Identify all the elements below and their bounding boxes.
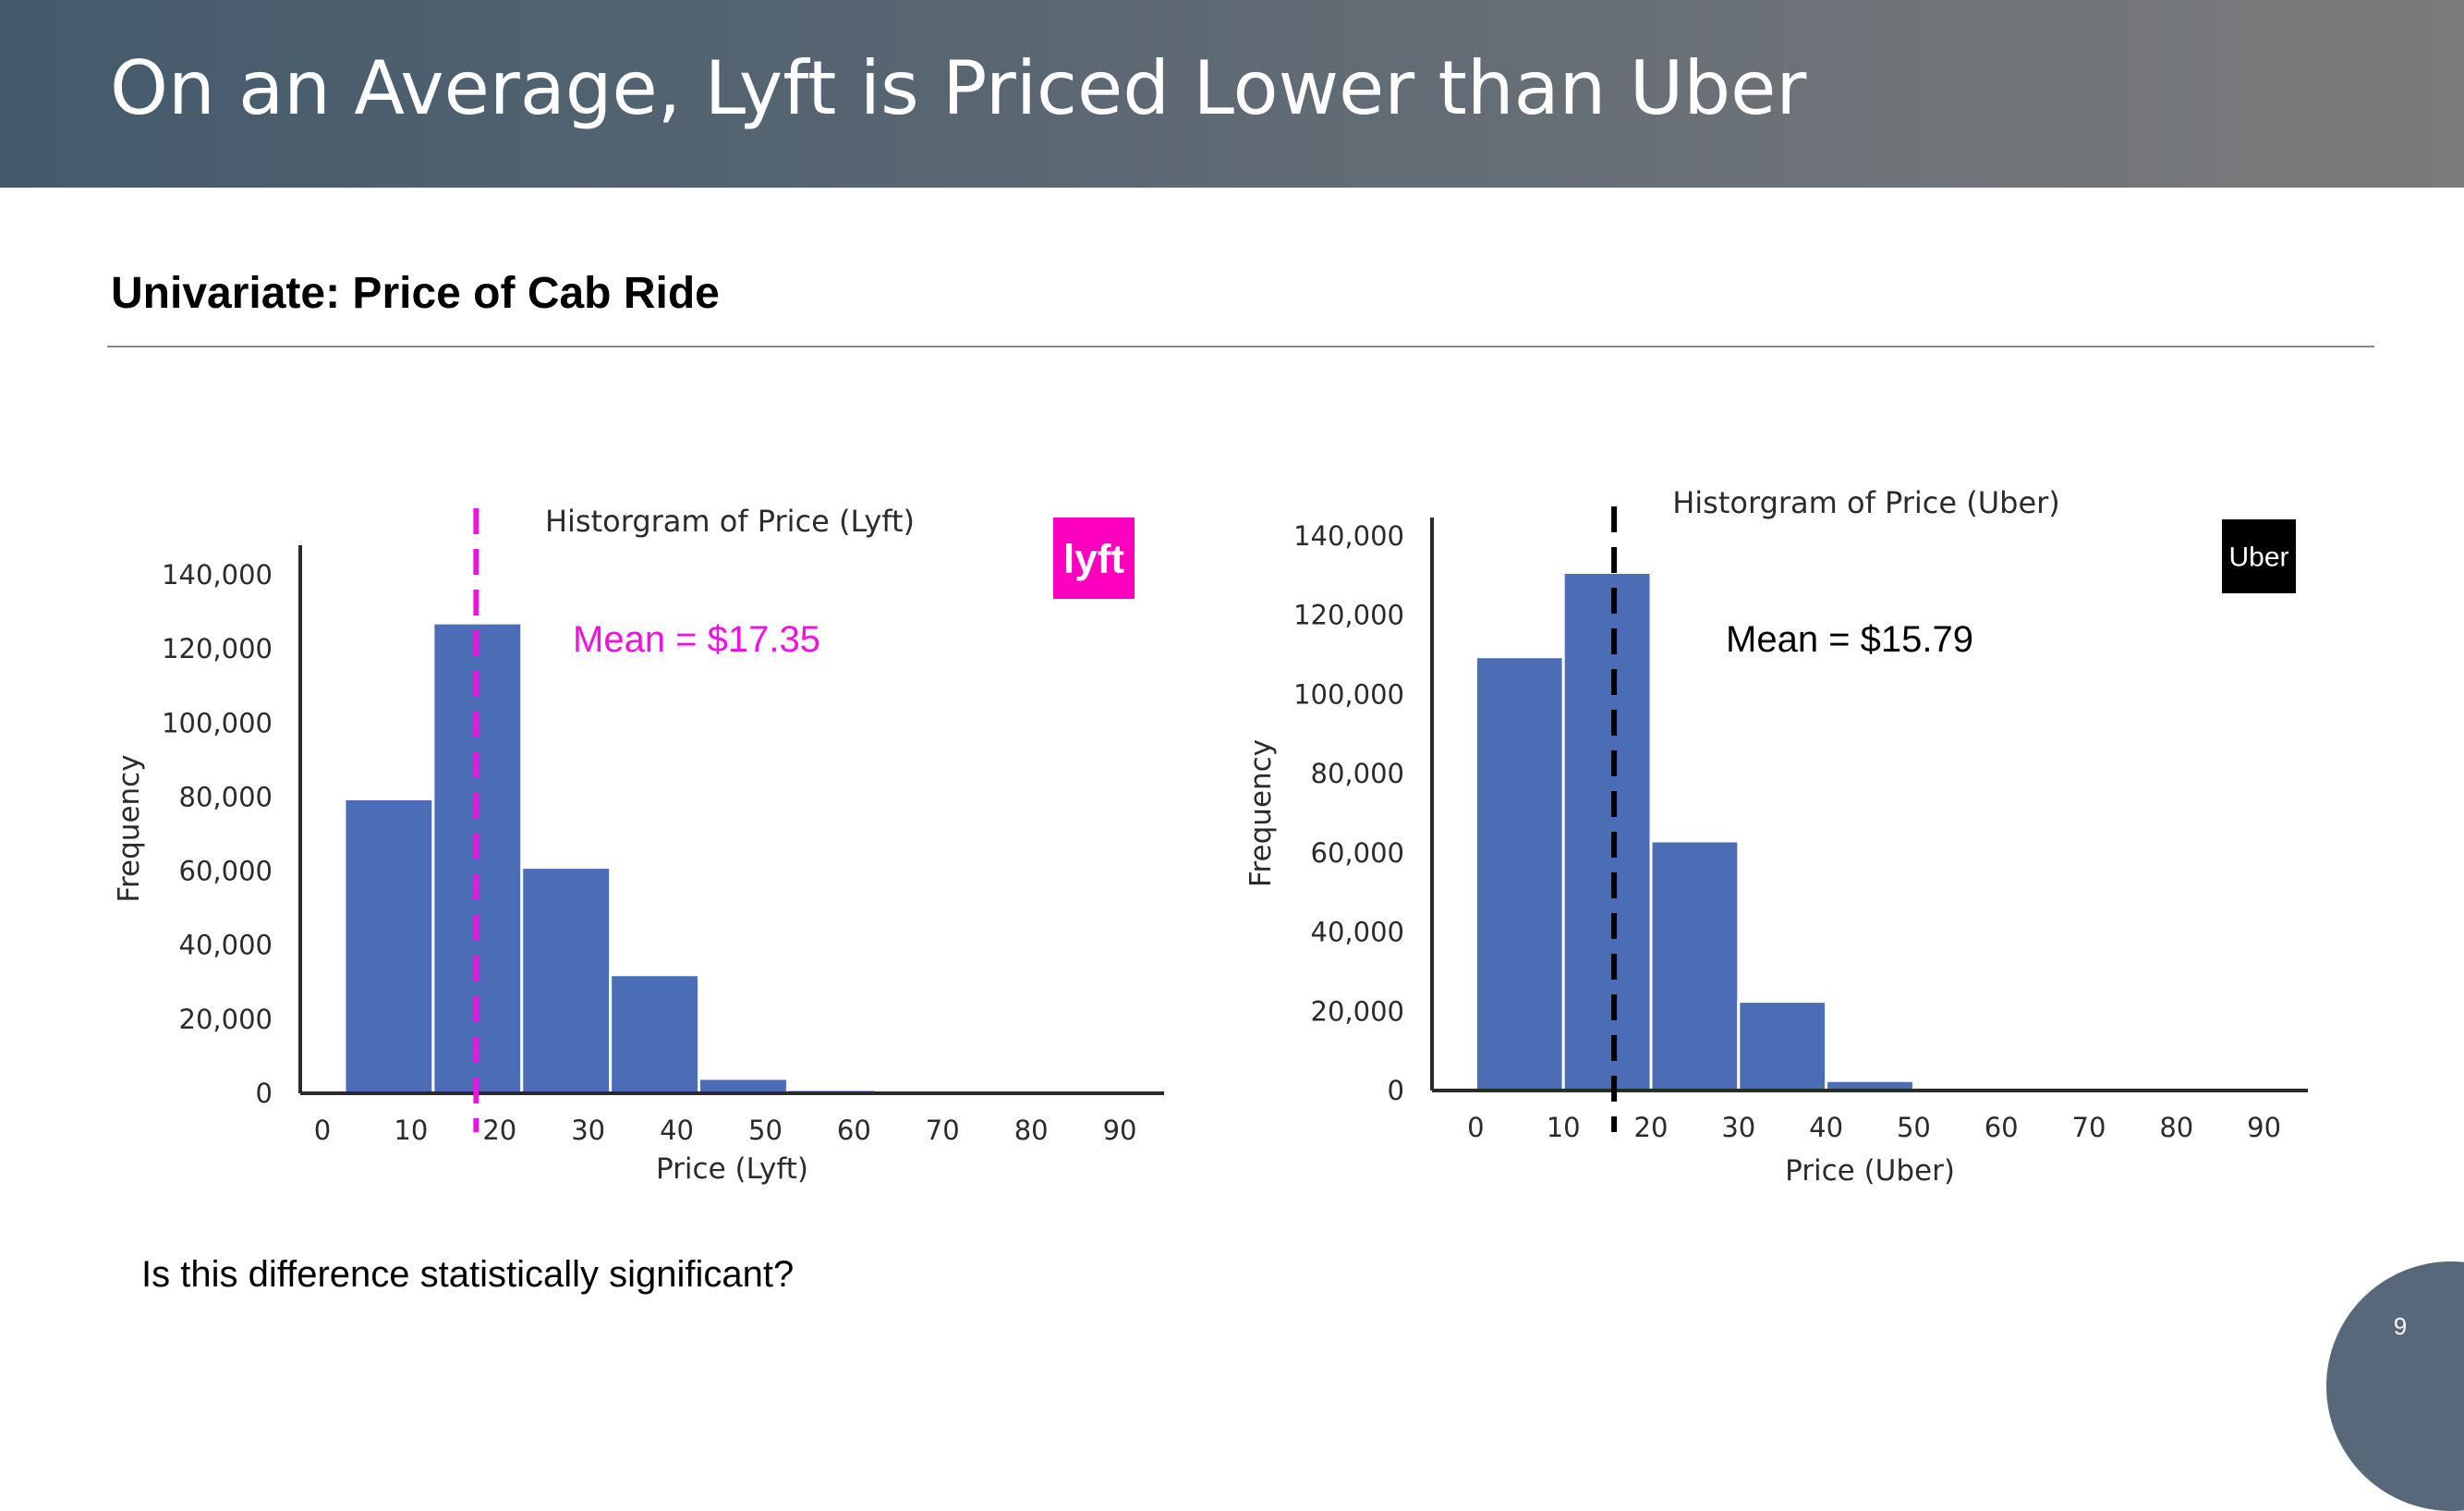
logo-wordmark: Uber xyxy=(2228,542,2288,573)
y-tick-label: 20,000 xyxy=(1311,995,1404,1027)
histogram-bar xyxy=(345,798,433,1093)
x-tick-label: 10 xyxy=(394,1115,428,1146)
x-tick-label: 10 xyxy=(1547,1112,1581,1143)
slide-header: On an Average, Lyft is Priced Lower than… xyxy=(0,0,2464,188)
y-tick-label: 60,000 xyxy=(179,856,273,887)
y-tick-label: 0 xyxy=(256,1078,273,1109)
divider-line xyxy=(107,346,2374,347)
x-axis-title: Price (Lyft) xyxy=(656,1152,808,1186)
y-tick-label: 40,000 xyxy=(1311,917,1404,948)
page-corner-shape xyxy=(2326,1261,2464,1511)
lyft-price-histogram: 0 20,000 40,000 60,000 80,000 100,000 120,000 1… xyxy=(102,453,1192,1211)
lyft-logo-icon: lyft xyxy=(1053,518,1135,599)
histogram-bar xyxy=(1563,572,1651,1091)
x-tick-label: 70 xyxy=(926,1115,960,1146)
y-tick-label: 120,000 xyxy=(162,633,273,664)
x-tick-label: 70 xyxy=(2072,1112,2106,1143)
histogram-bar xyxy=(1739,1002,1827,1091)
y-axis-title: Frequency xyxy=(1244,739,1278,887)
page-number: 9 xyxy=(2382,1312,2419,1341)
x-tick-label: 0 xyxy=(314,1115,331,1146)
histogram-bar xyxy=(611,975,699,1093)
y-tick-label: 100,000 xyxy=(162,707,273,738)
x-tick-label: 50 xyxy=(1897,1112,1931,1143)
x-tick-label: 40 xyxy=(1809,1112,1843,1143)
x-tick-label: 90 xyxy=(2247,1112,2281,1143)
x-tick-label: 80 xyxy=(1014,1115,1049,1146)
y-tick-label: 120,000 xyxy=(1293,600,1404,631)
y-axis-title: Frequency xyxy=(113,754,146,902)
x-axis-title: Price (Uber) xyxy=(1785,1154,1955,1188)
histogram-bar xyxy=(522,868,611,1093)
histogram-bar xyxy=(699,1078,788,1093)
y-tick-label: 100,000 xyxy=(1293,678,1404,710)
mean-label: Mean = $15.79 xyxy=(1726,619,1973,660)
section-subtitle: Univariate: Price of Cab Ride xyxy=(111,268,720,319)
chart-title: Historgram of Price (Lyft) xyxy=(545,504,915,539)
chart-title: Historgram of Price (Uber) xyxy=(1672,485,2060,520)
y-tick-label: 20,000 xyxy=(179,1004,273,1035)
x-tick-label: 60 xyxy=(837,1115,871,1146)
x-tick-label: 40 xyxy=(660,1115,694,1146)
x-tick-label: 80 xyxy=(2159,1112,2193,1143)
y-tick-label: 60,000 xyxy=(1311,837,1404,869)
x-tick-label: 20 xyxy=(1634,1112,1669,1143)
logo-wordmark: lyft xyxy=(1063,536,1124,581)
significance-question: Is this difference statistically signifi… xyxy=(141,1254,794,1296)
x-tick-label: 0 xyxy=(1467,1112,1484,1143)
x-tick-label: 90 xyxy=(1103,1115,1137,1146)
x-tick-label: 60 xyxy=(1985,1112,2019,1143)
y-tick-label: 80,000 xyxy=(1311,758,1404,789)
histogram-bar xyxy=(1475,657,1563,1091)
uber-price-histogram: 0 20,000 40,000 60,000 80,000 100,000 120,000 1… xyxy=(1229,453,2374,1211)
x-tick-label: 30 xyxy=(1721,1112,1755,1143)
y-tick-label: 40,000 xyxy=(179,930,273,961)
y-tick-label: 140,000 xyxy=(162,559,273,591)
x-tick-label: 30 xyxy=(571,1115,605,1146)
histogram-bar xyxy=(1651,841,1739,1091)
mean-label: Mean = $17.35 xyxy=(573,619,820,660)
y-tick-label: 140,000 xyxy=(1293,520,1404,552)
y-tick-label: 80,000 xyxy=(179,781,273,812)
uber-logo-icon: Uber xyxy=(2222,519,2296,593)
x-tick-label: 50 xyxy=(748,1115,783,1146)
x-tick-label: 20 xyxy=(482,1115,516,1146)
slide-title: On an Average, Lyft is Priced Lower than… xyxy=(110,44,1806,133)
y-tick-label: 0 xyxy=(1388,1075,1404,1106)
